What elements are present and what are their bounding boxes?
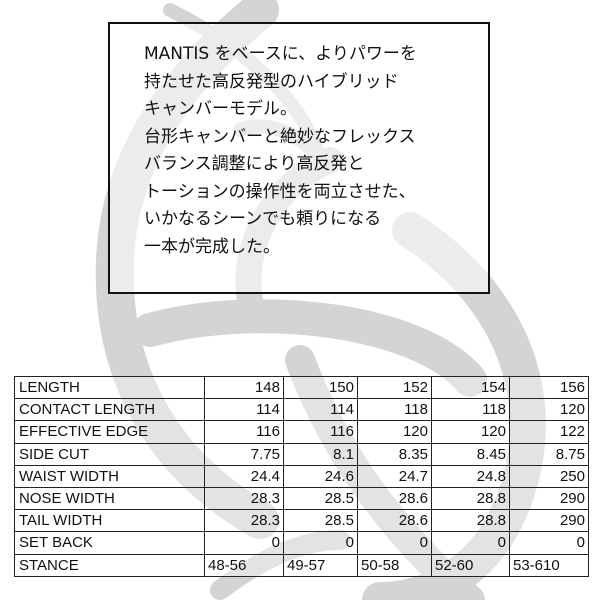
row-label: CONTACT LENGTH — [14, 398, 205, 422]
table-row: LENGTH 148 150 152 154 156 — [14, 375, 589, 400]
description-line: 持たせた高反発型のハイブリッド — [144, 71, 399, 92]
description-line: MANTIS をベースに、よりパワーを — [144, 44, 417, 64]
table-cell: 52-60 — [431, 553, 510, 577]
table-cell: 150 — [283, 375, 358, 400]
table-cell: 118 — [357, 398, 432, 422]
table-cell: 116 — [283, 420, 358, 444]
description-line: 一本が完成した。 — [144, 236, 280, 257]
row-label: EFFECTIVE EDGE — [14, 420, 205, 444]
table-cell: 290 — [509, 486, 589, 511]
row-label: WAIST WIDTH — [14, 464, 205, 488]
table-cell: 28.8 — [431, 486, 510, 511]
table-cell: 154 — [431, 375, 510, 400]
table-cell: 116 — [204, 420, 284, 444]
table-cell: 0 — [509, 531, 589, 555]
description-line: キャンバーモデル。 — [144, 99, 297, 119]
table-cell: 28.5 — [283, 486, 358, 511]
table-cell: 122 — [509, 420, 589, 444]
table-row: SET BACK 0 0 0 0 0 — [14, 531, 589, 555]
row-label: SET BACK — [14, 531, 205, 555]
table-cell: 28.8 — [431, 509, 510, 533]
table-cell: 152 — [357, 375, 432, 400]
table-cell: 0 — [283, 531, 358, 555]
table-cell: 48-56 — [204, 553, 284, 577]
table-cell: 8.1 — [283, 442, 358, 466]
table-cell: 7.75 — [204, 442, 284, 466]
table-cell: 49-57 — [283, 553, 358, 577]
table-cell: 118 — [431, 398, 510, 422]
table-cell: 114 — [204, 398, 284, 422]
table-cell: 8.75 — [509, 442, 589, 466]
table-cell: 24.8 — [431, 464, 510, 488]
table-row: SIDE CUT 7.75 8.1 8.35 8.45 8.75 — [14, 442, 589, 466]
row-label: NOSE WIDTH — [14, 486, 205, 511]
row-label: TAIL WIDTH — [14, 509, 205, 533]
table-cell: 8.35 — [357, 442, 432, 466]
table-cell: 8.45 — [431, 442, 510, 466]
table-row: WAIST WIDTH 24.4 24.6 24.7 24.8 250 — [14, 464, 589, 488]
table-row: EFFECTIVE EDGE 116 116 120 120 122 — [14, 420, 589, 444]
table-cell: 120 — [357, 420, 432, 444]
row-label: LENGTH — [14, 375, 205, 400]
table-cell: 24.4 — [204, 464, 284, 488]
table-cell: 156 — [509, 375, 589, 400]
table-cell: 28.6 — [357, 486, 432, 511]
row-label: SIDE CUT — [14, 442, 205, 466]
table-cell: 0 — [357, 531, 432, 555]
row-label: STANCE — [14, 553, 205, 577]
table-cell: 148 — [204, 375, 284, 400]
table-cell: 50-58 — [357, 553, 432, 577]
table-cell: 24.7 — [357, 464, 432, 488]
spec-table: LENGTH 148 150 152 154 156 CONTACT LENGTH 114 11… — [14, 375, 589, 577]
table-cell: 28.5 — [283, 509, 358, 533]
table-row: CONTACT LENGTH 114 114 118 118 120 — [14, 398, 589, 422]
table-cell: 28.3 — [204, 486, 284, 511]
description-line: いかなるシーンでも頼りになる — [144, 209, 382, 229]
table-cell: 28.3 — [204, 509, 284, 533]
table-cell: 53-610 — [509, 553, 589, 577]
table-row: TAIL WIDTH 28.3 28.5 28.6 28.8 290 — [14, 509, 589, 533]
description-box: MANTIS をベースに、よりパワーを 持たせた高反発型のハイブリッド キャンバ… — [108, 22, 490, 294]
table-cell: 28.6 — [357, 509, 432, 533]
table-cell: 0 — [204, 531, 284, 555]
table-cell: 0 — [431, 531, 510, 555]
description-line: 台形キャンバーと絶妙なフレックス — [144, 126, 416, 147]
description-line: トーションの操作性を両立させた、 — [144, 181, 416, 202]
table-cell: 290 — [509, 509, 589, 533]
table-row: NOSE WIDTH 28.3 28.5 28.6 28.8 290 — [14, 486, 589, 511]
table-cell: 120 — [509, 398, 589, 422]
description-line: バランス調整により高反発と — [144, 154, 365, 174]
table-cell: 250 — [509, 464, 589, 488]
table-row: STANCE 48-56 49-57 50-58 52-60 53-610 — [14, 553, 589, 577]
table-cell: 120 — [431, 420, 510, 444]
table-cell: 24.6 — [283, 464, 358, 488]
table-cell: 114 — [283, 398, 358, 422]
description-text: MANTIS をベースに、よりパワーを 持たせた高反発型のハイブリッド キャンバ… — [144, 41, 417, 261]
